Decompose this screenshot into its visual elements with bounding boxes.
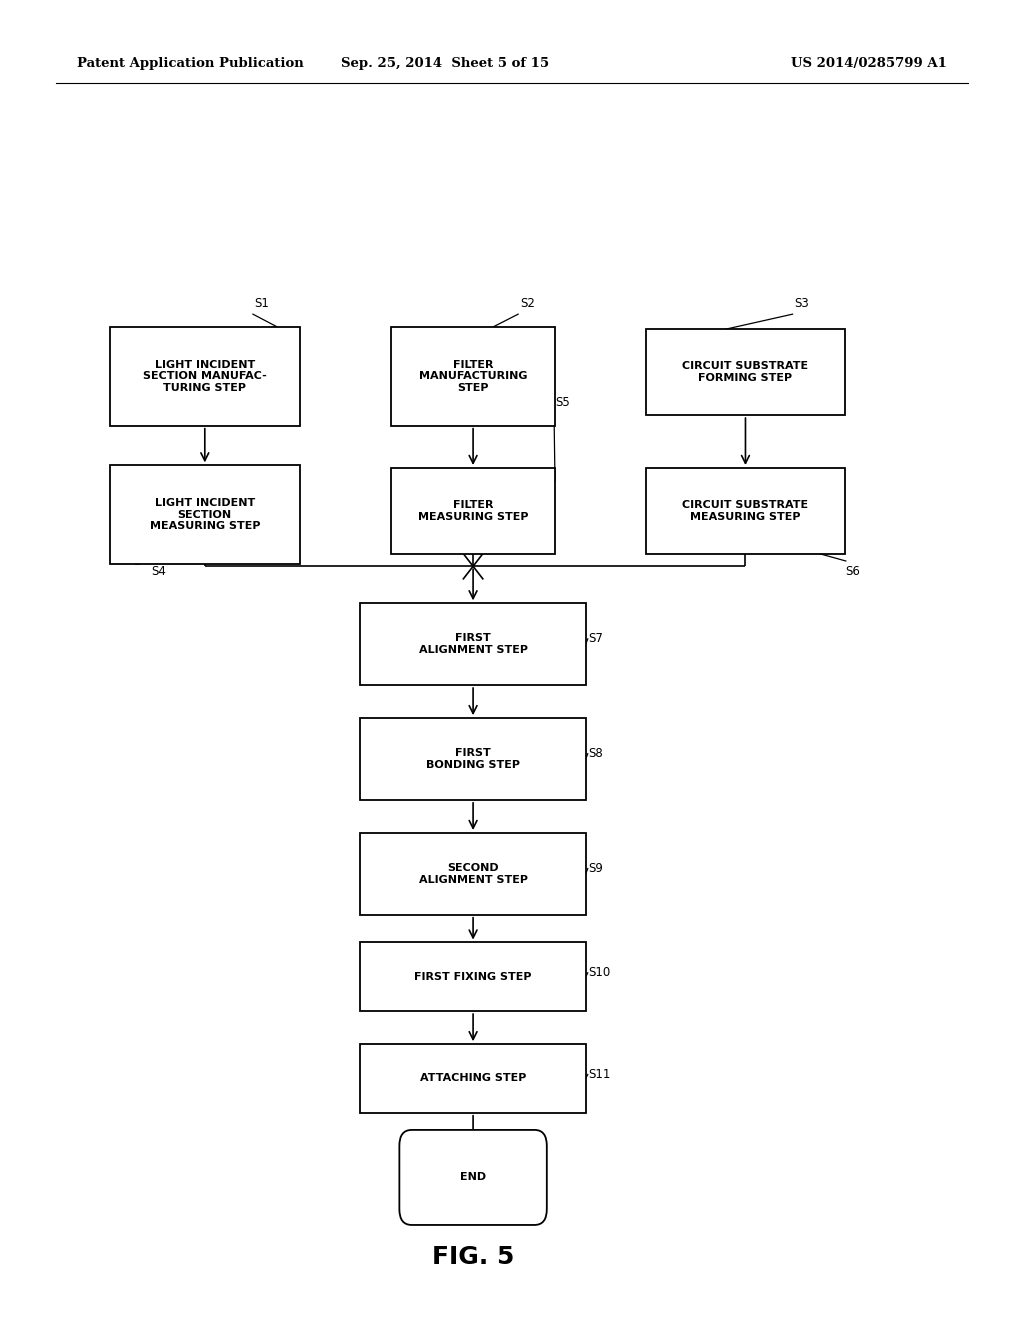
Bar [645, 469, 845, 554]
Text: FIG. 5: FIG. 5 [432, 1245, 514, 1269]
Text: S6: S6 [845, 565, 860, 578]
Text: ATTACHING STEP: ATTACHING STEP [420, 1073, 526, 1084]
Text: LIGHT INCIDENT
SECTION MANUFAC-
TURING STEP: LIGHT INCIDENT SECTION MANUFAC- TURING S… [143, 359, 266, 393]
Text: S2: S2 [520, 297, 536, 310]
Text: S7: S7 [588, 632, 603, 645]
Text: FILTER
MANUFACTURING
STEP: FILTER MANUFACTURING STEP [419, 359, 527, 393]
Text: SECOND
ALIGNMENT STEP: SECOND ALIGNMENT STEP [419, 863, 527, 884]
Text: FIRST
ALIGNMENT STEP: FIRST ALIGNMENT STEP [419, 634, 527, 655]
Text: Patent Application Publication: Patent Application Publication [77, 57, 303, 70]
Text: S10: S10 [588, 966, 610, 979]
Text: S1: S1 [254, 297, 269, 310]
Bar [360, 718, 586, 800]
Text: S11: S11 [588, 1068, 610, 1081]
Text: S5: S5 [555, 396, 569, 409]
Text: S9: S9 [588, 862, 603, 875]
Text: S8: S8 [588, 747, 602, 760]
Text: Sep. 25, 2014  Sheet 5 of 15: Sep. 25, 2014 Sheet 5 of 15 [341, 57, 550, 70]
Bar [391, 469, 555, 554]
Bar [360, 833, 586, 915]
FancyBboxPatch shape [399, 1130, 547, 1225]
Bar [391, 327, 555, 425]
Text: FILTER
MEASURING STEP: FILTER MEASURING STEP [418, 500, 528, 521]
Bar [645, 330, 845, 414]
Bar [111, 465, 299, 565]
Text: LIGHT INCIDENT
SECTION
MEASURING STEP: LIGHT INCIDENT SECTION MEASURING STEP [150, 498, 260, 532]
Bar [360, 603, 586, 685]
Text: END: END [460, 1172, 486, 1183]
Bar [360, 942, 586, 1011]
Text: CIRCUIT SUBSTRATE
MEASURING STEP: CIRCUIT SUBSTRATE MEASURING STEP [682, 500, 809, 521]
Text: S3: S3 [795, 297, 809, 310]
Text: S4: S4 [152, 565, 167, 578]
Bar [111, 327, 299, 425]
Text: FIRST
BONDING STEP: FIRST BONDING STEP [426, 748, 520, 770]
Text: US 2014/0285799 A1: US 2014/0285799 A1 [792, 57, 947, 70]
Text: FIRST FIXING STEP: FIRST FIXING STEP [415, 972, 531, 982]
Bar [360, 1044, 586, 1113]
Text: CIRCUIT SUBSTRATE
FORMING STEP: CIRCUIT SUBSTRATE FORMING STEP [682, 362, 809, 383]
